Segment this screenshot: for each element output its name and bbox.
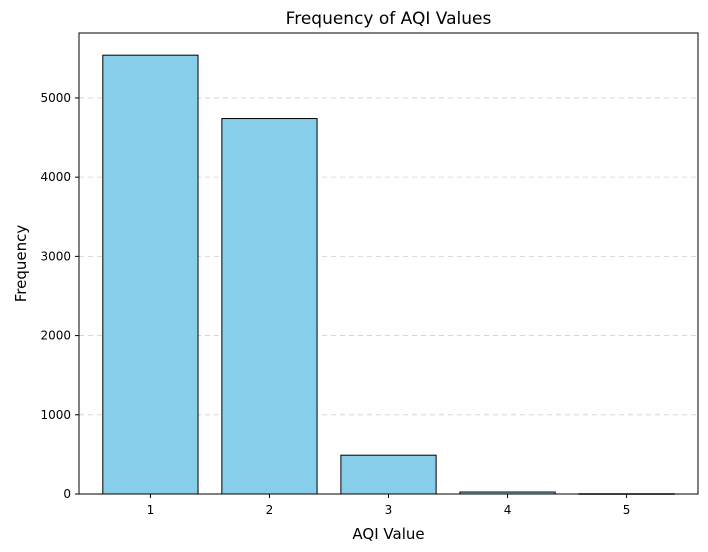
tick-layer: 1 2 3 4 5 0 1000 2000 3000 4000 5000 [40,91,630,517]
y-axis-label: Frequency [12,225,30,303]
chart-title: Frequency of AQI Values [286,9,492,29]
x-tick-label: 3 [385,503,393,517]
x-tick-label: 1 [147,503,155,517]
y-tick-label: 5000 [40,91,71,105]
y-tick-label: 1000 [40,408,71,422]
bar-3 [340,454,437,495]
y-tick-label: 3000 [40,249,71,263]
y-tick-label: 2000 [40,329,71,343]
bar-2 [221,118,318,495]
x-tick-label: 4 [504,503,512,517]
x-tick-label: 2 [266,503,274,517]
y-tick-label: 0 [63,487,71,501]
y-tick-label: 4000 [40,170,71,184]
bar-1 [102,54,199,495]
x-tick-label: 5 [623,503,631,517]
x-axis-label: AQI Value [352,525,424,543]
bar-layer [102,54,675,495]
